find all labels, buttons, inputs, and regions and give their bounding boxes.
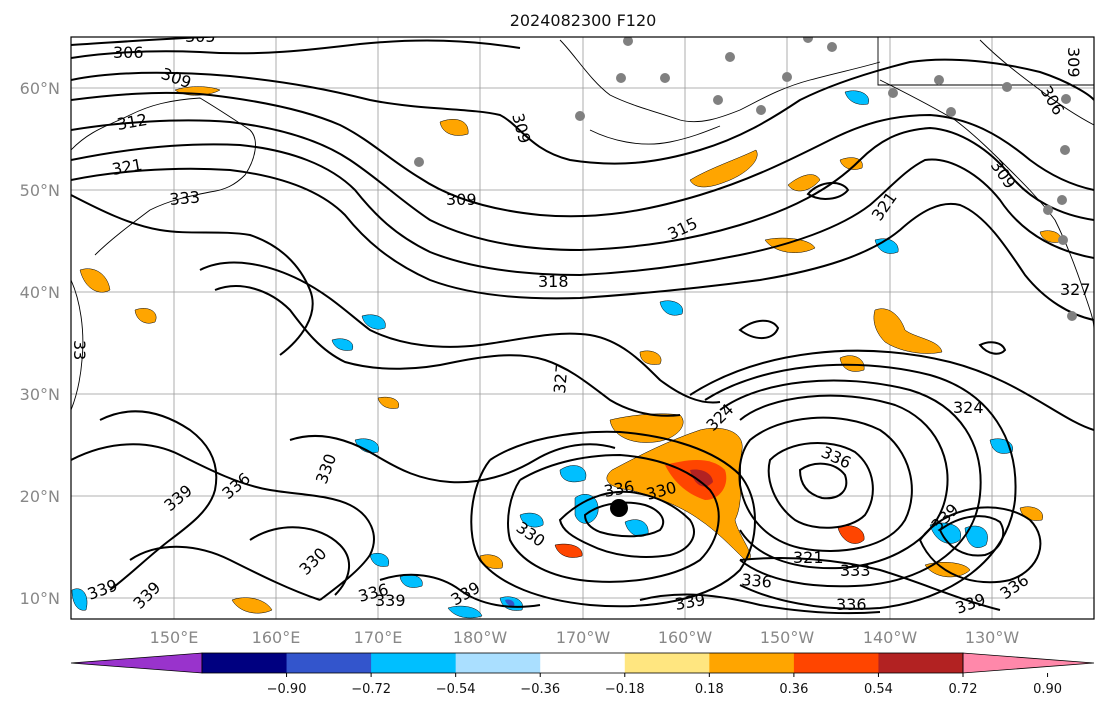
latitude-axis: 60°N 50°N 40°N 30°N 20°N 10°N: [20, 79, 60, 608]
colorbar-tick-label: −0.90: [267, 682, 307, 697]
colorbar-swatch: [371, 653, 457, 673]
lon-tick-label: 170°W: [556, 628, 611, 647]
lon-tick-label: 140°W: [863, 628, 918, 647]
map-content: 306 305 309 312 321 333 309 309 315 318 …: [70, 27, 1094, 619]
longitude-axis: 150°E 160°E 170°E 180°W 170°W 160°W 150°…: [150, 628, 1020, 647]
colorbar-extend-low: [70, 652, 203, 674]
colorbar-tick-label: −0.18: [605, 682, 645, 697]
lon-tick-label: 130°W: [965, 628, 1020, 647]
lon-tick-label: 170°E: [354, 628, 403, 647]
station-markers: [414, 37, 1077, 517]
lon-tick-label: 160°W: [658, 628, 713, 647]
lat-tick-label: 10°N: [20, 589, 60, 608]
colorbar-extend-high: [962, 652, 1095, 674]
colorbar-border: [201, 652, 964, 674]
lat-tick-label: 50°N: [20, 181, 60, 200]
colorbar-tick-label: 0.54: [864, 682, 893, 697]
contour-label: 309: [446, 190, 477, 209]
contour-label: 333: [840, 561, 871, 580]
colorbar-swatch: [540, 653, 626, 673]
lat-tick-label: 40°N: [20, 283, 60, 302]
contour-label: 333: [169, 187, 201, 209]
colorbar-tick-label: 0.72: [949, 682, 978, 697]
lon-tick-label: 180°W: [453, 628, 508, 647]
colorbar-swatch: [793, 653, 879, 673]
colorbar-swatch: [624, 653, 710, 673]
lat-tick-label: 20°N: [20, 487, 60, 506]
contour-label: 336: [741, 570, 773, 592]
colorbar-tick-label: 0.18: [695, 682, 724, 697]
contour-label: 305: [185, 27, 216, 46]
contour-label: 336: [836, 595, 867, 614]
contours: [71, 37, 1094, 615]
colorbar-tick-label: 0.90: [1033, 682, 1062, 697]
lon-tick-label: 150°W: [760, 628, 815, 647]
colorbar-tick-label: 0.36: [779, 682, 808, 697]
contour-label: 306: [113, 43, 144, 62]
contour-label: 33: [70, 340, 89, 360]
colorbar-swatch: [286, 653, 372, 673]
contour-label: 339: [375, 591, 406, 610]
colorbar-tick-label: −0.54: [436, 682, 476, 697]
anomaly-shading: [71, 86, 1062, 619]
lat-tick-label: 60°N: [20, 79, 60, 98]
colorbar-tick-label: −0.72: [351, 682, 391, 697]
colorbar-tick-label: −0.36: [520, 682, 560, 697]
lon-tick-label: 160°E: [252, 628, 301, 647]
contour-label: 327: [1060, 280, 1091, 299]
coastlines: [71, 37, 1094, 411]
colorbar-swatch: [878, 653, 964, 673]
map-border: [70, 36, 1095, 620]
colorbar: −0.90 −0.72 −0.54 −0.36 −0.18 0.18 0.36 0.54 0.7…: [70, 652, 1095, 697]
contour-label: 324: [953, 398, 984, 417]
map-title: 2024082300 F120: [510, 11, 657, 30]
contour-label: 309: [1064, 47, 1083, 78]
lat-tick-label: 30°N: [20, 385, 60, 404]
colorbar-swatch: [202, 653, 288, 673]
colorbar-swatch: [709, 653, 795, 673]
contour-label: 321: [793, 548, 824, 567]
contour-label: 327: [550, 362, 572, 394]
lon-tick-label: 150°E: [150, 628, 199, 647]
contour-label: 318: [538, 272, 569, 291]
colorbar-swatch: [455, 653, 541, 673]
